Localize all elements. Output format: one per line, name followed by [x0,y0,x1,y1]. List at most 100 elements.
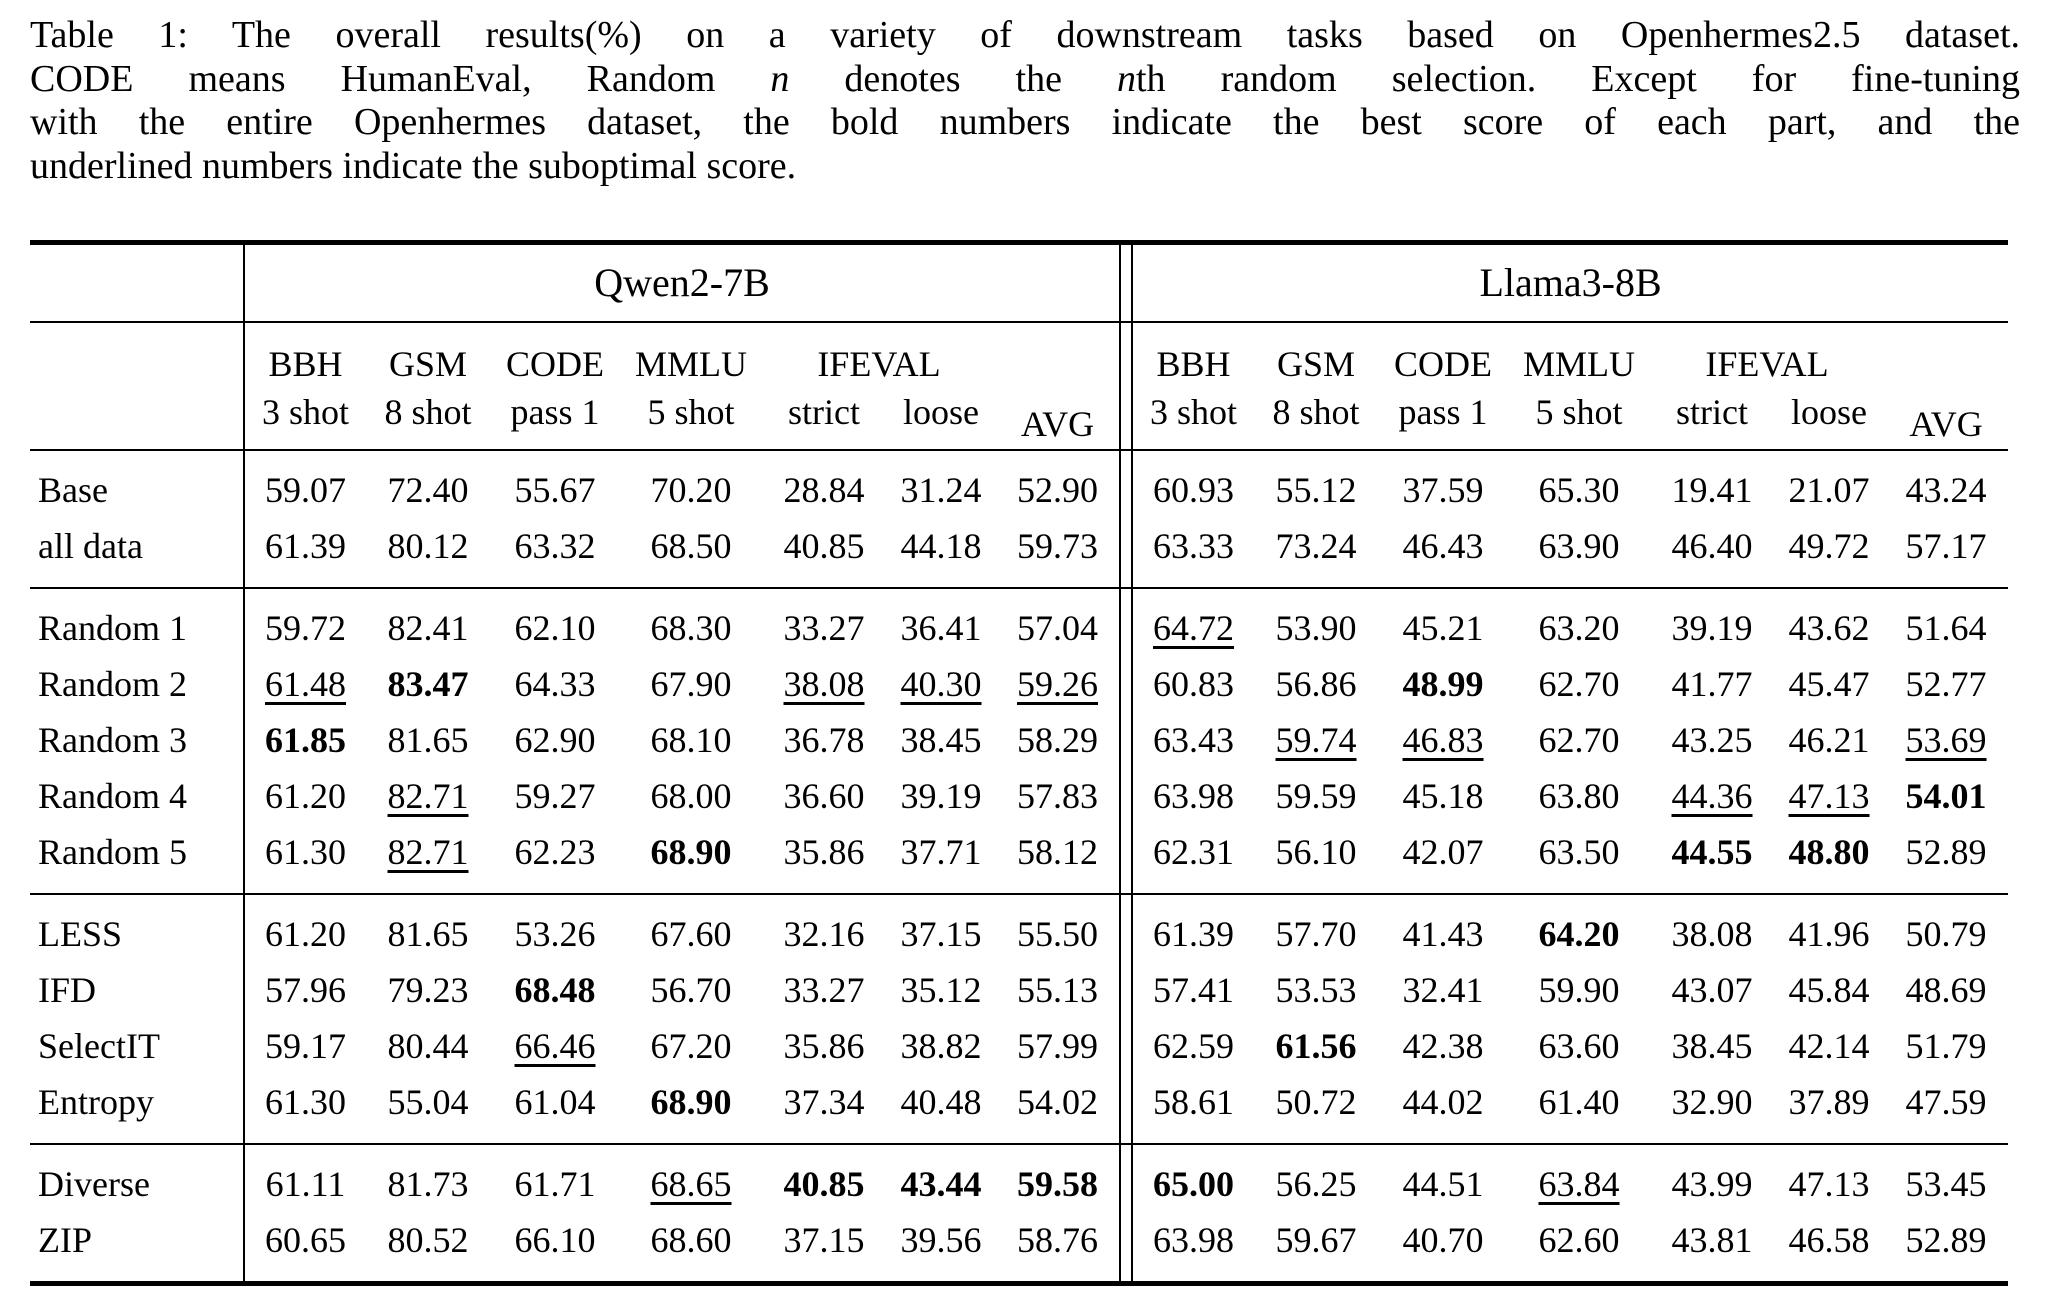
score-value: 50.79 [1905,914,1987,955]
benchmark-subheader: strict [762,389,886,451]
score-value: 53.69 [1905,720,1987,761]
score-cell: 57.04 [996,588,1120,657]
score-value: 56.86 [1275,664,1357,705]
score-cell: 46.83 [1378,713,1508,769]
row-label: Random 1 [30,588,245,657]
score-cell: 48.99 [1378,657,1508,713]
table-row: Random 4 61.20 82.71 59.27 68.00 36.60 39.19 57… [30,769,2008,825]
score-value: 57.04 [1017,608,1098,649]
score-cell: 38.82 [886,1019,996,1075]
score-value: 59.07 [265,470,346,511]
score-value: 56.25 [1275,1164,1357,1205]
score-value: 38.45 [900,720,982,761]
score-cell: 80.12 [366,519,490,589]
score-value: 35.86 [783,832,865,873]
score-cell: 42.07 [1378,825,1509,895]
score-value: 45.18 [1402,776,1484,817]
score-cell: 38.08 [762,657,886,713]
score-value: 65.30 [1538,470,1620,511]
score-value: 61.71 [514,1164,596,1205]
score-value: 63.90 [1538,526,1620,567]
score-cell: 41.96 [1774,894,1884,963]
score-value: 37.15 [900,914,982,955]
score-value: 55.12 [1275,470,1357,511]
group-divider [1119,242,1134,323]
score-value: 40.48 [900,1082,982,1123]
score-value: 58.29 [1017,720,1098,761]
score-value: 41.77 [1671,664,1753,705]
score-value: 52.90 [1017,470,1098,511]
score-cell: 60.93 [1132,450,1254,519]
score-cell: 37.59 [1378,450,1508,519]
group-divider [1119,1144,1134,1213]
score-cell: 19.41 [1650,450,1774,519]
score-value: 57.70 [1275,914,1357,955]
benchmark-subheader: 5 shot [620,389,762,451]
score-value: 43.62 [1788,608,1870,649]
score-cell: 64.72 [1132,588,1254,657]
score-cell: 49.72 [1774,519,1885,589]
score-cell: 63.80 [1508,769,1650,825]
score-cell: 82.71 [366,769,490,825]
score-cell: 62.59 [1132,1019,1254,1075]
group-divider [1119,1019,1134,1075]
score-cell: 61.39 [1132,894,1254,963]
benchmark-subheader: loose [1774,389,1885,451]
score-value: 61.04 [514,1082,596,1123]
score-value: 70.20 [650,470,732,511]
score-value: 57.17 [1905,526,1987,567]
score-cell: 81.73 [366,1144,490,1213]
score-cell: 64.33 [490,657,620,713]
score-value: 33.27 [783,970,865,1011]
score-value: 43.25 [1671,720,1753,761]
score-cell: 53.69 [1884,713,2008,769]
score-value: 47.59 [1905,1082,1987,1123]
score-cell: 67.60 [620,894,762,963]
score-cell: 43.07 [1650,963,1774,1019]
table-row: Entropy 61.30 55.04 61.04 68.90 37.34 40.48 54.… [30,1075,2009,1145]
score-cell: 57.17 [1884,519,2009,589]
score-value: 35.86 [783,1026,865,1067]
score-cell: 61.85 [244,713,366,769]
score-cell: 67.20 [620,1019,762,1075]
score-cell: 72.40 [366,450,490,519]
score-cell: 61.04 [490,1075,620,1145]
score-value: 63.32 [514,526,596,567]
caption-italic-var: n [1117,57,1136,100]
benchmark-subheader: pass 1 [1378,389,1509,451]
score-value: 53.90 [1275,608,1357,649]
score-value: 41.96 [1788,914,1870,955]
score-cell: 63.20 [1508,588,1650,657]
score-value: 81.73 [387,1164,469,1205]
score-cell: 53.45 [1884,1144,2008,1213]
score-value: 46.21 [1788,720,1870,761]
score-cell: 54.01 [1884,769,2008,825]
score-cell: 59.90 [1508,963,1650,1019]
score-cell: 73.24 [1254,519,1379,589]
score-value: 55.13 [1017,970,1098,1011]
score-value: 61.30 [265,1082,346,1123]
score-value: 55.67 [514,470,596,511]
table-row: Random 5 61.30 82.71 62.23 68.90 35.86 37.71 58… [30,825,2009,895]
score-value: 19.41 [1671,470,1753,511]
benchmark-header: CODE [506,344,604,385]
score-value: 45.21 [1402,608,1484,649]
group-divider [1119,588,1134,657]
score-cell: 61.11 [244,1144,366,1213]
score-cell: 40.48 [886,1075,996,1145]
group-divider [1119,519,1134,589]
score-cell: 62.10 [490,588,620,657]
score-value: 61.48 [265,664,346,705]
row-label: Diverse [30,1144,245,1213]
score-value: 62.31 [1153,832,1235,873]
score-value: 32.16 [783,914,865,955]
score-cell: 62.70 [1508,713,1650,769]
score-cell: 60.65 [244,1213,366,1285]
score-value: 43.81 [1671,1220,1753,1261]
score-value: 68.48 [514,970,596,1011]
row-label: all data [30,519,245,589]
score-cell: 39.19 [886,769,996,825]
score-value: 59.59 [1275,776,1357,817]
score-cell: 65.00 [1132,1144,1254,1213]
score-cell: 62.90 [490,713,620,769]
